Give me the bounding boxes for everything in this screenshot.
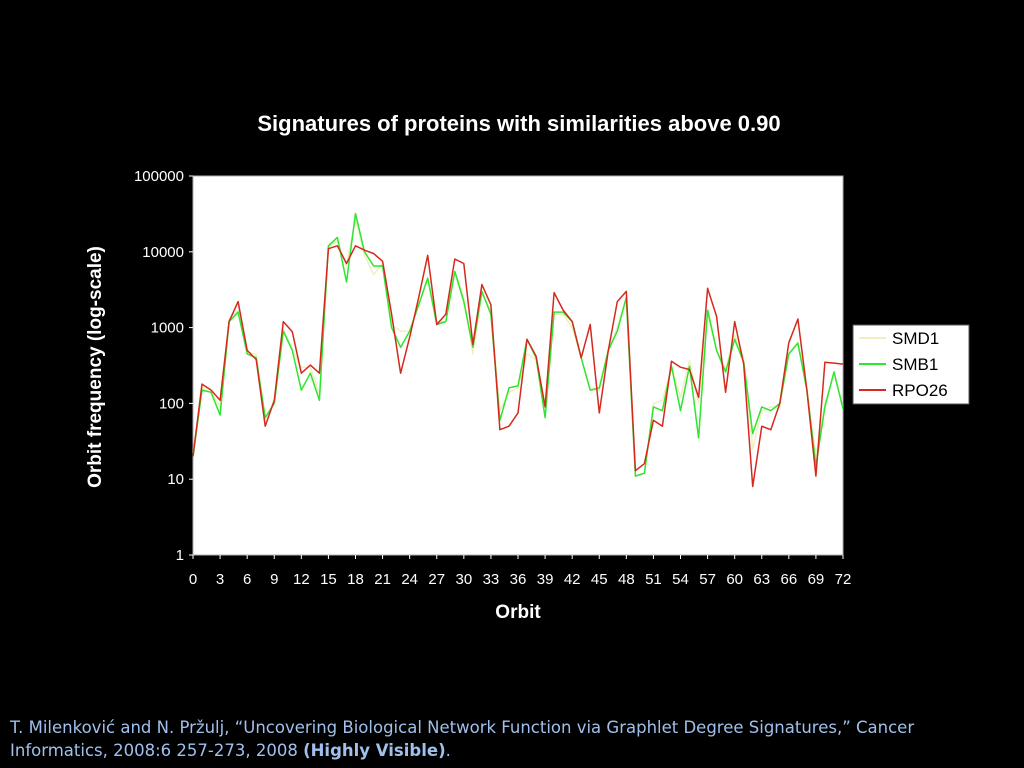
x-tick-label: 3 bbox=[216, 571, 224, 588]
chart: Signatures of proteins with similarities… bbox=[85, 111, 970, 623]
legend-item-smd1: SMD1 bbox=[859, 329, 939, 348]
y-tick-label: 1 bbox=[176, 547, 184, 564]
y-axis-ticks: 1 10 100 1000 10000 100000 bbox=[134, 168, 193, 564]
x-tick-label: 30 bbox=[455, 571, 472, 588]
citation-end: . bbox=[445, 741, 451, 760]
x-tick-label: 66 bbox=[780, 571, 797, 588]
series-line-rpo26 bbox=[192, 245, 844, 488]
y-tick-label: 100 bbox=[159, 395, 184, 412]
legend-label: SMB1 bbox=[892, 355, 938, 374]
x-tick-label: 51 bbox=[645, 571, 662, 588]
x-tick-label: 69 bbox=[808, 571, 825, 588]
x-tick-label: 60 bbox=[726, 571, 743, 588]
y-tick-label: 1000 bbox=[151, 320, 184, 337]
plot-area bbox=[192, 175, 844, 556]
y-axis-label: Orbit frequency (log-scale) bbox=[85, 246, 106, 488]
x-tick-label: 9 bbox=[270, 571, 278, 588]
legend-label: RPO26 bbox=[892, 381, 948, 400]
x-tick-label: 39 bbox=[537, 571, 554, 588]
x-tick-label: 42 bbox=[564, 571, 581, 588]
x-tick-label: 36 bbox=[510, 571, 527, 588]
legend-item-smb1: SMB1 bbox=[859, 355, 938, 374]
x-tick-label: 21 bbox=[374, 571, 391, 588]
x-tick-label: 15 bbox=[320, 571, 337, 588]
y-tick-label: 10000 bbox=[142, 244, 184, 261]
legend-label: SMD1 bbox=[892, 329, 939, 348]
x-tick-label: 63 bbox=[753, 571, 770, 588]
x-tick-label: 45 bbox=[591, 571, 608, 588]
x-tick-label: 27 bbox=[428, 571, 445, 588]
x-tick-label: 33 bbox=[483, 571, 500, 588]
series-lines bbox=[192, 212, 844, 488]
series-line-smb1 bbox=[192, 212, 844, 477]
citation: T. Milenković and N. Pržulj, “Uncovering… bbox=[10, 716, 1010, 762]
x-axis-ticks: 0 3 6 9 12 15 18 21 24 27 30 33 36 39 42 45 48 51 54 57 60 63… bbox=[189, 555, 852, 588]
x-tick-label: 72 bbox=[835, 571, 852, 588]
x-tick-label: 24 bbox=[401, 571, 418, 588]
x-axis-label: Orbit bbox=[495, 602, 541, 623]
y-tick-label: 100000 bbox=[134, 168, 184, 185]
citation-highlight: (Highly Visible) bbox=[303, 741, 446, 760]
chart-title: Signatures of proteins with similarities… bbox=[257, 111, 780, 136]
x-tick-label: 12 bbox=[293, 571, 310, 588]
x-tick-label: 6 bbox=[243, 571, 251, 588]
x-tick-label: 54 bbox=[672, 571, 689, 588]
y-tick-label: 10 bbox=[167, 471, 184, 488]
x-tick-label: 48 bbox=[618, 571, 635, 588]
x-tick-label: 18 bbox=[347, 571, 364, 588]
x-tick-label: 57 bbox=[699, 571, 716, 588]
legend: SMD1 SMB1 RPO26 bbox=[852, 324, 970, 405]
citation-text: T. Milenković and N. Pržulj, “Uncovering… bbox=[10, 718, 915, 760]
x-tick-label: 0 bbox=[189, 571, 197, 588]
series-line-smd1 bbox=[192, 218, 844, 477]
legend-item-rpo26: RPO26 bbox=[859, 381, 948, 400]
